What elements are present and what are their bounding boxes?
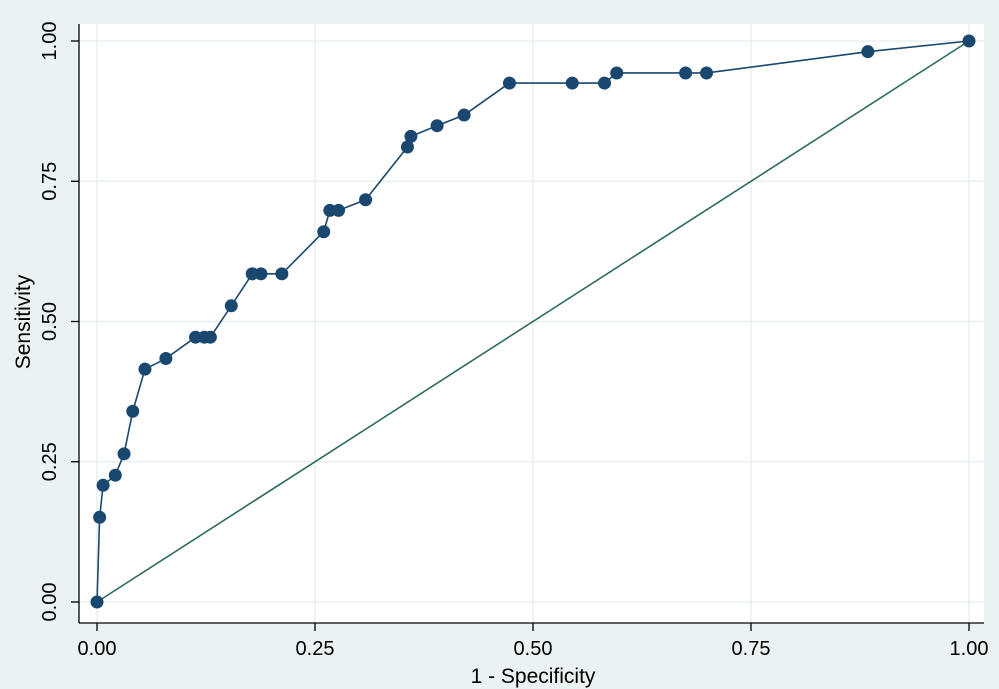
roc-point [224,299,238,313]
roc-point [96,478,110,492]
roc-point [138,362,152,376]
roc-point [502,76,516,90]
roc-point [610,66,624,80]
roc-point [93,510,107,524]
roc-point [700,66,714,80]
roc-point [254,267,268,281]
x-tick-label: 0.00 [78,638,117,660]
gridlines [79,24,984,623]
roc-point [159,352,173,366]
roc-points-layer [90,34,976,609]
roc-point [332,203,346,217]
x-tick-label: 1.00 [950,638,989,660]
roc-point [598,76,612,90]
x-tick-label: 0.25 [296,638,335,660]
y-tick-label: 0.00 [39,583,61,622]
x-axis-title: 1 - Specificity [471,665,596,688]
x-tick-label: 0.50 [514,638,553,660]
reference-diagonal-line [96,40,970,603]
roc-point [962,34,976,48]
roc-point [565,76,579,90]
axis-ticks: 0.00 0.25 0.50 0.75 1.00 0.00 0.25 0.50 0.75 1.00 [39,22,988,660]
roc-point [457,108,471,122]
roc-point [203,330,217,344]
roc-point [400,140,414,154]
roc-point [359,193,373,207]
roc-point [679,66,693,80]
y-tick-label: 0.25 [39,442,61,481]
roc-point [108,468,122,482]
roc-point [126,404,140,418]
y-tick-label: 0.75 [39,162,61,201]
roc-point [275,267,289,281]
roc-point [404,129,418,143]
x-tick-label: 0.75 [732,638,771,660]
y-tick-label: 0.50 [39,302,61,341]
reference-line-layer [96,40,970,603]
roc-point [90,595,104,609]
plot-background [79,24,984,623]
roc-point [117,447,131,461]
y-axis-title: Sensitivity [12,274,35,369]
roc-point [317,225,331,239]
y-tick-label: 1.00 [39,22,61,61]
roc-point [430,119,444,133]
roc-point [861,45,875,59]
